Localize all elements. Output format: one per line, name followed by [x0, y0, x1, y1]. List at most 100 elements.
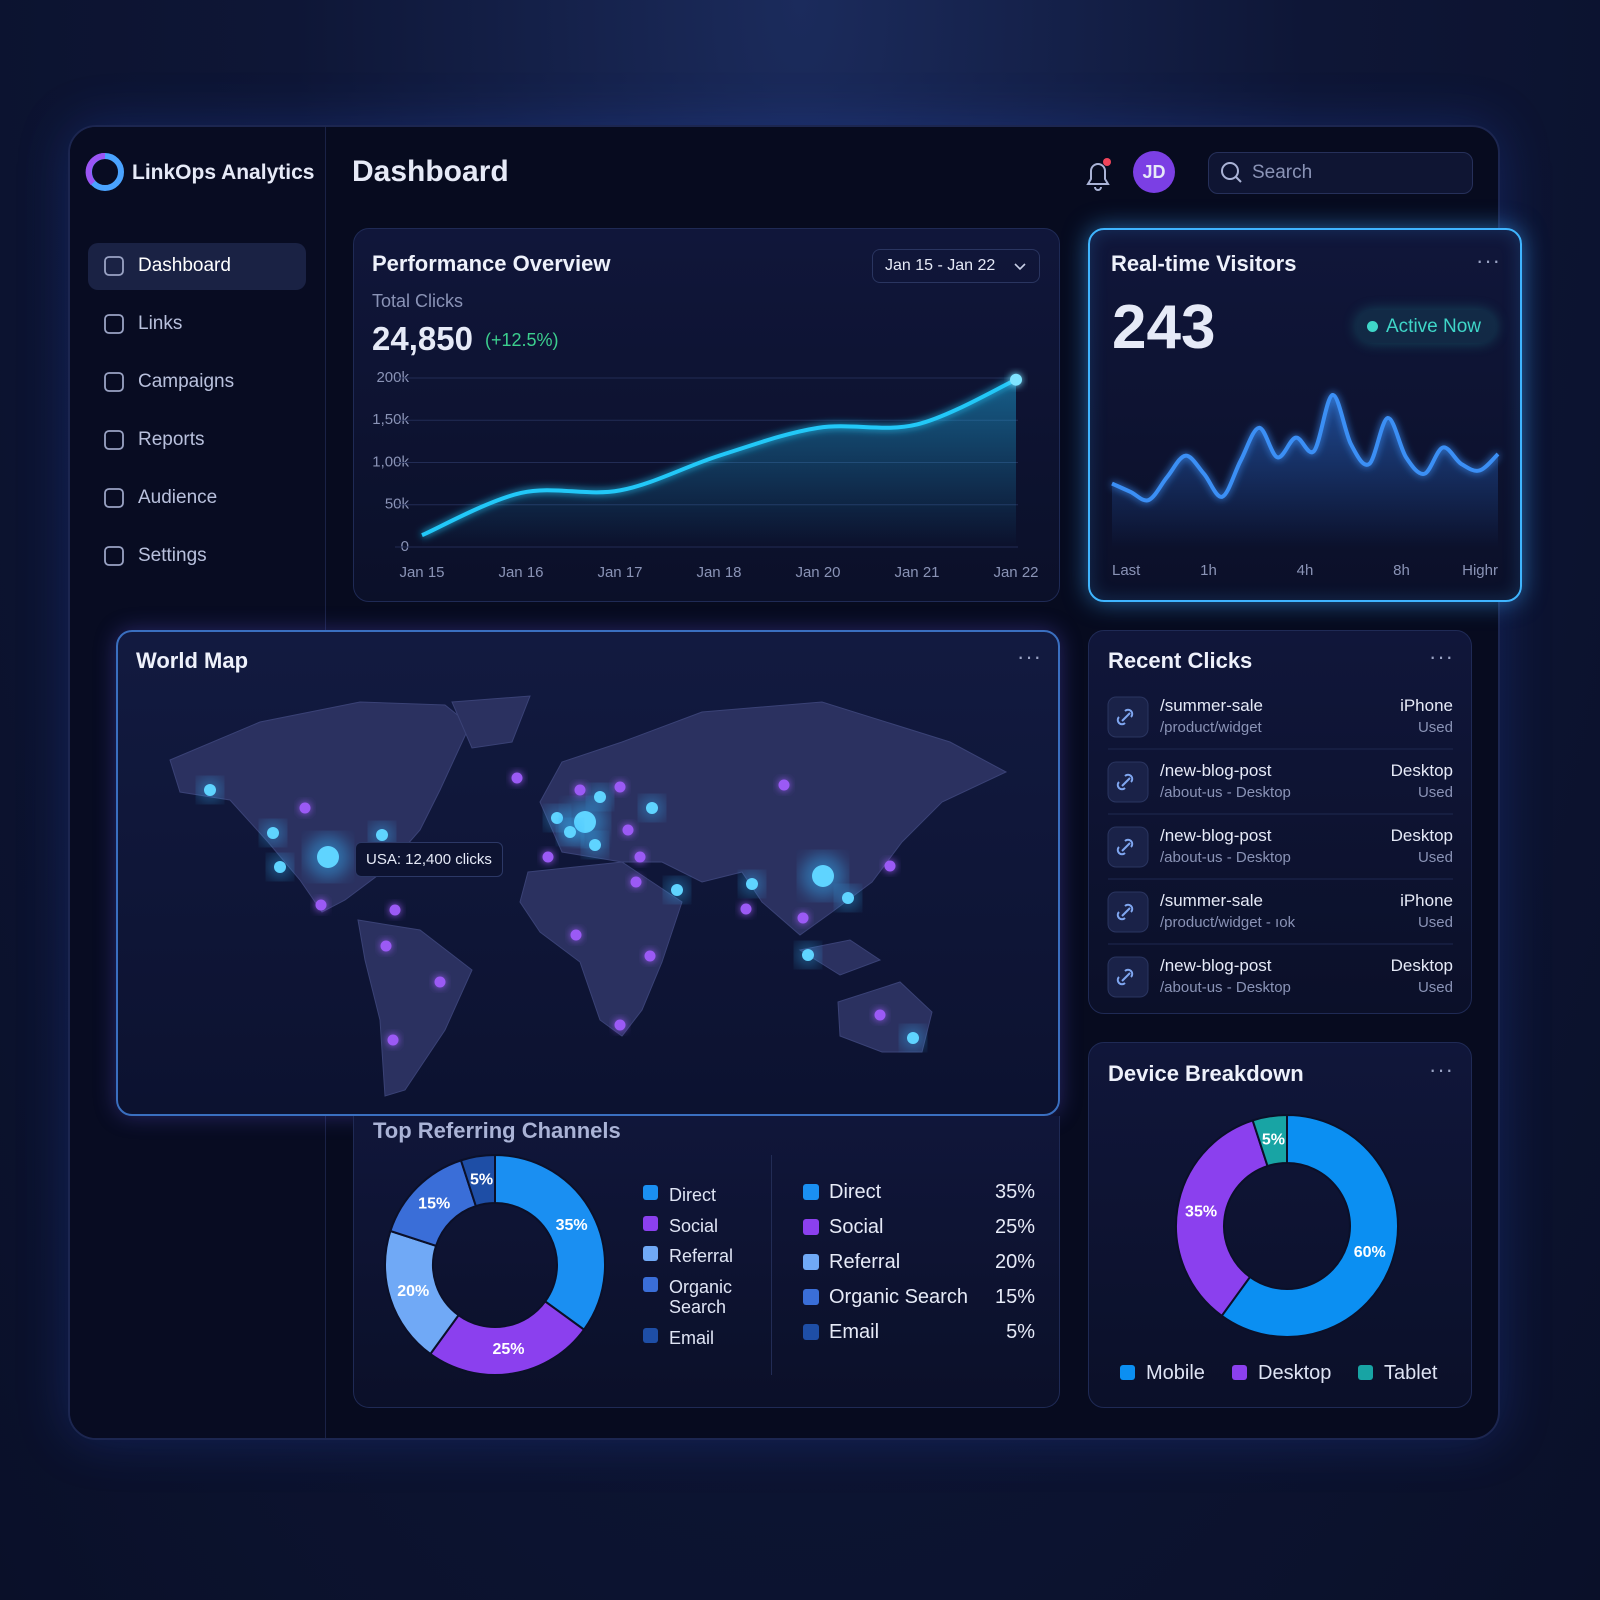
- row-device: iPhone: [1400, 891, 1453, 910]
- hotspot: [274, 861, 286, 873]
- hotspot: [614, 781, 626, 793]
- table-swatch: [803, 1219, 819, 1235]
- map-tooltip: USA: 12,400 clicks: [355, 842, 503, 877]
- visitor-count: 243: [1112, 293, 1216, 362]
- map-dots: [198, 772, 925, 1050]
- segment-label: 5%: [470, 1171, 493, 1188]
- hotspot: [434, 976, 446, 988]
- x-tick-label: Jan 21: [894, 564, 939, 581]
- link-icon: [1116, 838, 1134, 856]
- donut-segment: [459, 1153, 496, 1208]
- nav-icon: [104, 488, 124, 508]
- row-link: /summer-sale: [1160, 891, 1263, 910]
- x-tick-label: 8h: [1393, 562, 1410, 579]
- nav-item[interactable]: Audience: [138, 487, 218, 508]
- legend-item: Mobile: [1120, 1363, 1205, 1383]
- link-icon-box: [1107, 761, 1149, 803]
- legend-swatch: [643, 1185, 658, 1200]
- row-status: Used: [1417, 849, 1453, 866]
- divider: [771, 1155, 772, 1375]
- legend-swatch: [643, 1246, 658, 1261]
- x-tick-label: Jan 15: [399, 564, 444, 581]
- end-point: [1010, 373, 1022, 386]
- nav-icon: [104, 546, 124, 566]
- x-tick-label: Jan 22: [993, 564, 1038, 581]
- legend-label: Email: [669, 1328, 715, 1348]
- card-title: Device Breakdown: [1108, 1061, 1304, 1086]
- hotspot: [387, 1034, 399, 1046]
- area: [422, 379, 1016, 547]
- hotspot: [204, 784, 216, 796]
- hotspot: [778, 779, 790, 791]
- segment-label: 60%: [1354, 1244, 1386, 1261]
- status: Active Now: [1386, 316, 1482, 337]
- recent-clicks-card: [1088, 630, 1472, 1014]
- nav-item[interactable]: Links: [138, 313, 183, 334]
- nav-item[interactable]: Dashboard: [138, 255, 231, 276]
- hotspot: [812, 865, 834, 887]
- nav-icon: [104, 372, 124, 392]
- segment-label: 25%: [492, 1341, 524, 1358]
- menu-button[interactable]: ···: [1476, 248, 1501, 273]
- hotspot: [802, 949, 814, 961]
- device-card: [1088, 1042, 1472, 1408]
- legend-item: Email: [643, 1328, 714, 1348]
- brand: LinkOps Analytics: [132, 161, 315, 184]
- donut-segment: [494, 1153, 607, 1332]
- segment-label: 35%: [556, 1217, 588, 1234]
- legend-item: Desktop: [1232, 1363, 1331, 1383]
- legend-item: Direct: [643, 1185, 716, 1205]
- status-pill: [1356, 310, 1496, 343]
- line: [1111, 392, 1500, 503]
- menu-button[interactable]: ···: [1017, 644, 1042, 669]
- legend-item: Tablet: [1358, 1363, 1437, 1383]
- hotspot: [589, 839, 601, 851]
- metric-value: 24,850: [372, 320, 473, 357]
- nav-icon: [104, 430, 124, 450]
- table-swatch: [803, 1254, 819, 1270]
- y-tick-label: 50k: [385, 496, 410, 513]
- link-icon: [1116, 968, 1134, 986]
- hotspot: [380, 940, 392, 952]
- segment-label: 5%: [1262, 1131, 1285, 1148]
- search-icon: [1235, 176, 1242, 183]
- x-tick-label: Jan 17: [597, 564, 642, 581]
- legend-swatch: [643, 1216, 658, 1231]
- hotspot: [542, 851, 554, 863]
- link-icon-box: [1107, 826, 1149, 868]
- table-swatch: [803, 1289, 819, 1305]
- metric-change: (+12.5%): [485, 330, 559, 350]
- nav-item[interactable]: Settings: [138, 545, 207, 566]
- hotspot: [551, 812, 563, 824]
- segment-label: 20%: [397, 1283, 429, 1300]
- hotspot: [511, 772, 523, 784]
- status-dot: [1367, 321, 1378, 332]
- search-box[interactable]: [1208, 152, 1473, 194]
- legend-swatch: [643, 1277, 658, 1292]
- menu-button[interactable]: ···: [1429, 644, 1454, 669]
- x-tick-label: Jan 20: [795, 564, 840, 581]
- row-device: iPhone: [1400, 696, 1453, 715]
- nav-item[interactable]: Campaigns: [138, 371, 235, 392]
- legend-label: Tablet: [1384, 1362, 1438, 1384]
- table-label: Social: [829, 1216, 884, 1238]
- date-range-button[interactable]: [872, 249, 1040, 283]
- table-swatch: [803, 1184, 819, 1200]
- table-label: Direct: [829, 1181, 882, 1203]
- legend-swatch: [1120, 1365, 1135, 1380]
- bell-icon[interactable]: [1086, 163, 1110, 191]
- continent: [539, 701, 1008, 936]
- hotspot: [315, 899, 327, 911]
- card-title: Top Referring Channels: [373, 1118, 621, 1143]
- row-status: Used: [1417, 719, 1453, 736]
- table-swatch: [803, 1324, 819, 1340]
- menu-button[interactable]: ···: [1429, 1057, 1454, 1082]
- avatar[interactable]: JD: [1133, 151, 1175, 193]
- date-range: Jan 15 - Jan 22: [885, 257, 996, 274]
- hotspot: [740, 903, 752, 915]
- hotspot: [376, 829, 388, 841]
- hotspot: [644, 950, 656, 962]
- x-tick-label: 1h: [1200, 562, 1217, 579]
- nav-item[interactable]: Reports: [138, 429, 205, 450]
